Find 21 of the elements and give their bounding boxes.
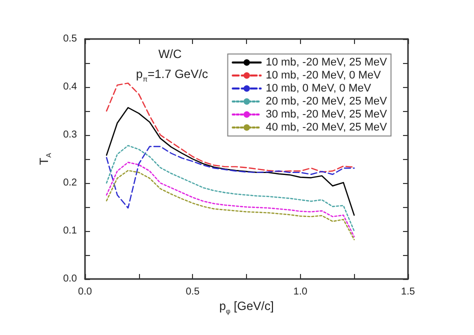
legend-label: 10 mb, -20 MeV, 0 MeV xyxy=(266,70,382,82)
legend-label: 20 mb, -20 MeV, 25 MeV xyxy=(266,96,388,108)
legend-label: 10 mb, -20 MeV, 25 MeV xyxy=(266,56,388,68)
y-tick-label: 0.5 xyxy=(63,34,78,44)
y-tick-label: 0.0 xyxy=(63,274,78,284)
legend-label: 40 mb, -20 MeV, 25 MeV xyxy=(266,122,388,134)
x-tick-label: 1.0 xyxy=(293,286,308,298)
y-tick-label: 0.4 xyxy=(63,82,78,92)
y-tick-label: 0.1 xyxy=(63,226,78,236)
x-tick-label: 0.5 xyxy=(186,286,200,298)
legend-label: 30 mb, -20 MeV, 25 MeV xyxy=(266,108,388,120)
annotation: p$_{π}$=1.7 GeV/c xyxy=(136,67,208,84)
x-tick-label: 0.0 xyxy=(78,286,92,298)
x-tick-label: 1.5 xyxy=(401,286,416,298)
annotation: W/C xyxy=(158,47,182,61)
x-axis-title: p$_{φ}$ [GeV/c] xyxy=(219,299,274,316)
y-tick-label: 0.2 xyxy=(63,178,78,188)
y-tick-label: 0.3 xyxy=(63,130,78,140)
legend-label: 10 mb, 0 MeV, 0 MeV xyxy=(266,82,372,94)
line-series xyxy=(106,146,355,209)
line-series xyxy=(106,144,355,232)
